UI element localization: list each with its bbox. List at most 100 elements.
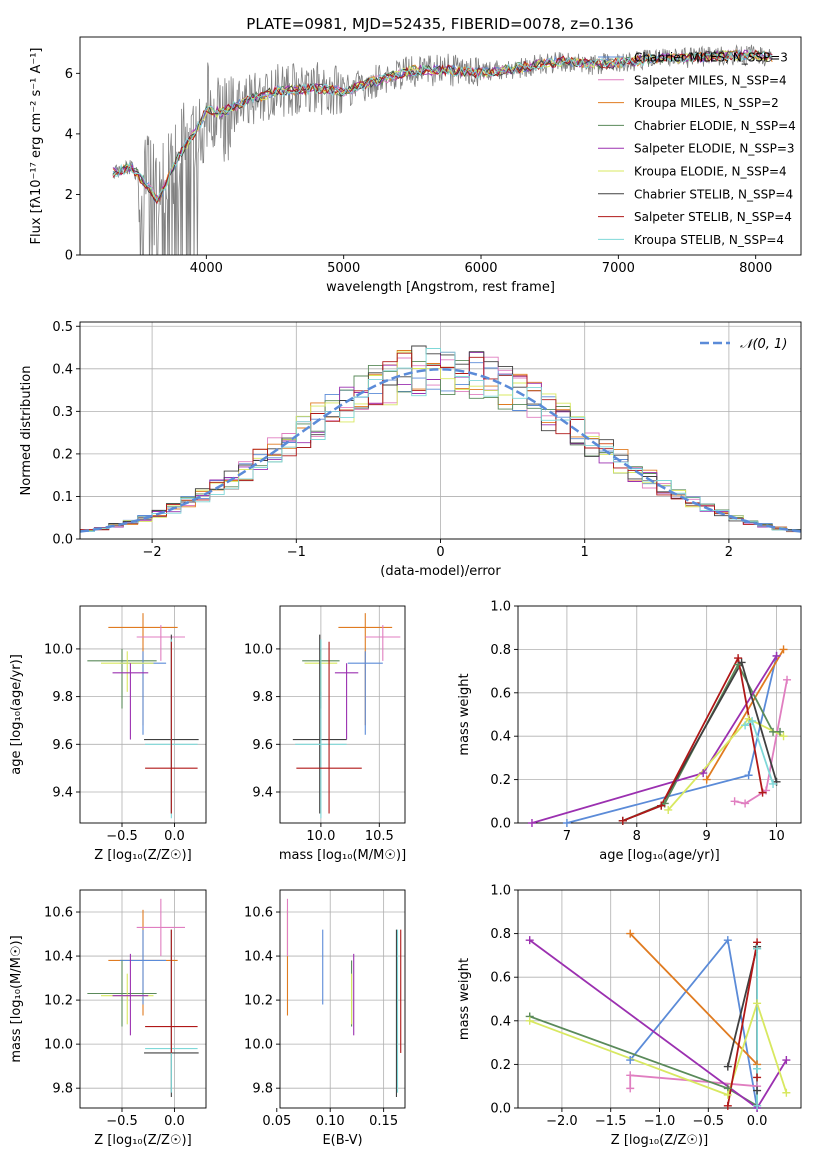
mass-vs-extinction-frame <box>279 889 406 1109</box>
mass-vs-metallicity-frame <box>79 889 207 1109</box>
weight-point-marker <box>525 936 534 945</box>
x-tick-label: 0.0 <box>164 1114 185 1129</box>
weight-point-marker <box>769 779 778 788</box>
weight-point-marker <box>723 1101 732 1110</box>
y-tick-label: 0.0 <box>52 533 73 548</box>
y-tick-label: 9.6 <box>52 738 73 753</box>
y-tick-label: 10.2 <box>44 994 73 1009</box>
x-tick-label: 0.15 <box>369 1114 398 1129</box>
x-tick-label: 2 <box>725 545 733 560</box>
weight-point-marker <box>779 645 788 654</box>
model-spectrum-line <box>112 49 773 205</box>
y-tick-label: 9.8 <box>252 690 273 705</box>
weight-point-marker <box>657 801 666 810</box>
weight-point-marker <box>753 999 762 1008</box>
weight-point-marker <box>753 1064 762 1073</box>
x-tick-label: 10.0 <box>306 829 335 844</box>
y-tick-label: 9.4 <box>52 786 73 801</box>
y-tick-label: 2 <box>65 188 73 203</box>
weight-series-line <box>629 932 758 1066</box>
y-tick-label: 0.0 <box>490 817 511 832</box>
x-tick-label: 9 <box>703 829 711 844</box>
model-spectrum-line <box>112 49 773 201</box>
y-tick-label: 9.6 <box>252 738 273 753</box>
age-vs-metallicity-frame <box>79 605 207 824</box>
x-tick-label: −2 <box>143 545 162 560</box>
weight-point-marker <box>618 816 627 825</box>
weight-point-marker <box>626 1084 635 1093</box>
x-tick-label: 6000 <box>464 261 497 276</box>
x-tick-label: 10.5 <box>365 829 394 844</box>
x-tick-label: 0.10 <box>316 1114 345 1129</box>
weight-point-marker <box>737 658 746 667</box>
mass-vs-metallicity-y-axis-label: mass [log₁₀(M/M☉)] <box>9 935 24 1062</box>
residuals-y-axis-label: Normed distribution <box>19 366 34 496</box>
weight-point-marker <box>748 717 757 726</box>
age-vs-mass-x-axis-label: mass [log₁₀(M/M☉)] <box>279 848 406 863</box>
weight-series-line <box>734 679 788 805</box>
y-tick-label: 4 <box>65 127 73 142</box>
weight-series-line <box>705 648 785 781</box>
model-spectrum-line <box>112 50 773 204</box>
mass-weight-vs-age-x-axis-label: age [log₁₀(age/yr)] <box>599 848 720 863</box>
age-vs-metallicity-grid <box>80 606 206 823</box>
residuals-x-axis-label: (data-model)/error <box>380 564 501 579</box>
weight-point-marker <box>753 1086 762 1095</box>
spectrum-plot <box>112 44 773 255</box>
legend-label: Salpeter MILES, N_SSP=4 <box>634 73 787 87</box>
y-tick-label: 0.8 <box>490 643 511 658</box>
histogram-step-line <box>80 348 801 532</box>
mass-vs-extinction-grid <box>280 890 405 1108</box>
y-tick-label: 0.8 <box>490 927 511 942</box>
weight-point-marker <box>525 1016 534 1025</box>
y-tick-label: 9.4 <box>252 786 273 801</box>
weight-point-marker <box>779 732 788 741</box>
weight-point-marker <box>527 819 536 827</box>
y-tick-label: 10.4 <box>44 950 73 965</box>
x-tick-label: −0.5 <box>106 1114 138 1129</box>
mass-weight-vs-metallicity-x-axis-label: Z [log₁₀(Z/Z☉)] <box>611 1133 708 1148</box>
legend-label: Chabrier ELODIE, N_SSP=4 <box>634 119 796 133</box>
weight-point-marker <box>723 1090 732 1099</box>
y-tick-label: 0.2 <box>490 1058 511 1073</box>
weight-point-marker <box>769 727 778 736</box>
weight-series-line <box>529 1000 788 1097</box>
y-tick-label: 10.0 <box>44 642 73 657</box>
y-tick-label: 0.3 <box>52 405 73 420</box>
x-tick-label: −2.0 <box>546 1114 578 1129</box>
legend-label: Kroupa STELIB, N_SSP=4 <box>634 233 784 247</box>
x-tick-label: 0.0 <box>164 829 185 844</box>
weight-point-marker <box>626 1071 635 1080</box>
y-tick-label: 0.2 <box>52 447 73 462</box>
x-tick-label: −0.5 <box>693 1114 725 1129</box>
weight-point-marker <box>782 1056 791 1065</box>
mass-vs-extinction-x-axis-label: E(B-V) <box>322 1133 362 1148</box>
age-vs-metallicity-y-axis-label: age [log₁₀(age/yr)] <box>9 654 24 775</box>
x-tick-label: 4000 <box>190 261 223 276</box>
x-tick-label: 7 <box>563 829 571 844</box>
y-tick-label: 10.0 <box>244 642 273 657</box>
age-vs-metallicity-x-axis-label: Z [log₁₀(Z/Z☉)] <box>94 848 191 863</box>
weight-point-marker <box>562 819 571 827</box>
y-tick-label: 10.0 <box>44 1038 73 1053</box>
y-tick-label: 0.1 <box>52 490 73 505</box>
weight-point-marker <box>626 1056 635 1065</box>
weight-point-marker <box>626 929 635 938</box>
weight-point-marker <box>753 1101 762 1110</box>
y-tick-label: 0.4 <box>490 1014 511 1029</box>
legend-label: Salpeter ELODIE, N_SSP=3 <box>634 142 795 156</box>
x-tick-label: 7000 <box>602 261 635 276</box>
y-tick-label: 6 <box>65 67 73 82</box>
x-tick-label: 5000 <box>327 261 360 276</box>
spectrum-y-axis-label: Flux [fλ10⁻¹⁷ erg cm⁻² s⁻¹ A⁻¹] <box>29 48 44 245</box>
mass-weight-vs-age-frame <box>517 605 802 824</box>
weight-point-marker <box>741 799 750 808</box>
weight-point-marker <box>723 936 732 945</box>
weight-series-line <box>531 655 778 823</box>
y-tick-label: 9.8 <box>252 1082 273 1097</box>
weight-point-marker <box>734 654 743 663</box>
y-tick-label: 0.6 <box>490 971 511 986</box>
histogram-step-line <box>80 352 801 532</box>
